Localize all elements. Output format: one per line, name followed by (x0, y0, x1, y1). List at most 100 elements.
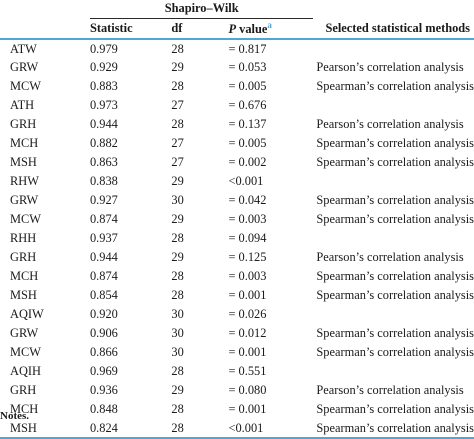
header-df: df (171, 18, 229, 40)
row-df: 29 (171, 250, 184, 264)
row-method: Spearman’s correlation analysis (316, 326, 474, 340)
table-row: MCW 0.866 30 = 0.001 Spearman’s correlation … (0, 343, 474, 362)
table-row: GRH 0.944 28 = 0.137 Pearson’s correlation a… (0, 115, 474, 134)
row-method: Spearman’s correlation analysis (316, 136, 474, 150)
row-method: Spearman’s correlation analysis (316, 193, 474, 207)
row-label: AQIW (10, 307, 44, 321)
table-row: MSH 0.854 28 = 0.001 Spearman’s correlation … (0, 286, 474, 305)
table-row: MCH 0.882 27 = 0.005 Spearman’s correlation … (0, 134, 474, 153)
row-p-value: = 0.001 (228, 288, 267, 302)
row-method: Spearman’s correlation analysis (316, 288, 474, 302)
row-statistic: 0.973 (89, 98, 118, 112)
table-body: ATW 0.979 28 = 0.817 GRW 0.929 29 = 0.053 Pearso… (0, 39, 474, 439)
row-df: 29 (171, 212, 184, 226)
row-label: MCH (10, 402, 39, 416)
table-row: AQIW 0.920 30 = 0.026 (0, 305, 474, 324)
row-method: Spearman’s correlation analysis (313, 419, 474, 439)
row-df: 28 (171, 117, 184, 131)
table-row: MSH 0.863 27 = 0.002 Spearman’s correlation … (0, 153, 474, 172)
row-label: GRW (10, 326, 39, 340)
row-df: 28 (171, 231, 184, 245)
row-p-value: = 0.005 (228, 136, 267, 150)
row-p-value: = 0.551 (228, 364, 267, 378)
row-statistic: 0.863 (89, 155, 118, 169)
row-df: 27 (171, 155, 184, 169)
row-label: MCW (10, 212, 41, 226)
row-label: MCH (10, 136, 39, 150)
row-df: 29 (171, 60, 184, 74)
row-statistic: 0.848 (89, 402, 118, 416)
row-statistic: 0.906 (89, 326, 118, 340)
table-row: MCH 0.848 28 = 0.001 Spearman’s correlation … (0, 400, 474, 419)
row-df: 27 (171, 136, 184, 150)
table-row: GRW 0.927 30 = 0.042 Spearman’s correlation … (0, 191, 474, 210)
row-df: 28 (171, 41, 184, 56)
table-row: GRW 0.906 30 = 0.012 Spearman’s correlation … (0, 324, 474, 343)
table-row: MSH 0.824 28 <0.001 Spearman’s correlation a… (0, 419, 474, 439)
table-row: ATH 0.973 27 = 0.676 (0, 96, 474, 115)
row-df: 28 (171, 364, 184, 378)
table-row: RHH 0.937 28 = 0.094 (0, 229, 474, 248)
header-p-rest: value (236, 21, 268, 36)
row-method (313, 229, 474, 248)
table-row: MCW 0.874 29 = 0.003 Spearman’s correlation … (0, 210, 474, 229)
row-statistic: 0.838 (89, 174, 118, 188)
row-p-value: = 0.003 (228, 269, 267, 283)
row-method: Spearman’s correlation analysis (316, 402, 474, 416)
row-statistic: 0.874 (89, 269, 118, 283)
table-row: MCH 0.874 28 = 0.003 Spearman’s correlation … (0, 267, 474, 286)
row-method: Spearman’s correlation analysis (316, 212, 474, 226)
row-p-value: <0.001 (228, 419, 314, 439)
row-p-value: = 0.003 (228, 212, 267, 226)
row-label: MCH (10, 269, 39, 283)
row-method (313, 39, 474, 58)
row-label: GRW (10, 60, 39, 74)
row-label: MCW (10, 79, 41, 93)
header-label-blank (0, 18, 90, 40)
row-label: RHW (10, 174, 39, 188)
row-method: Pearson’s correlation analysis (316, 60, 464, 74)
row-method: Pearson’s correlation analysis (316, 383, 464, 397)
row-statistic: 0.936 (89, 383, 118, 397)
row-df: 27 (171, 98, 184, 112)
row-statistic: 0.920 (89, 307, 118, 321)
row-p-value: = 0.001 (228, 345, 267, 359)
column-header-row: Statistic df P valuea Selected statistic… (0, 18, 474, 40)
shapiro-wilk-header: Shapiro–Wilk (89, 0, 314, 19)
table-row: ATW 0.979 28 = 0.817 (0, 39, 474, 58)
table-row: GRH 0.944 29 = 0.125 Pearson’s correlation a… (0, 248, 474, 267)
row-statistic: 0.929 (89, 60, 118, 74)
row-label: MSH (10, 288, 37, 302)
row-label: AQIH (10, 364, 41, 378)
row-p-value: = 0.005 (228, 79, 267, 93)
table-row: RHW 0.838 29 <0.001 (0, 172, 474, 191)
row-p-value: = 0.026 (228, 307, 267, 321)
row-df: 28 (171, 79, 184, 93)
row-method (313, 96, 474, 115)
header-statistic: Statistic (89, 18, 172, 40)
header-p-value: P valuea (228, 18, 314, 40)
row-method: Spearman’s correlation analysis (316, 345, 474, 359)
row-method: Pearson’s correlation analysis (316, 250, 464, 264)
row-p-value: = 0.080 (228, 383, 267, 397)
row-statistic: 0.937 (89, 231, 118, 245)
row-df: 29 (171, 383, 184, 397)
footnote-marker[interactable]: a (267, 19, 272, 30)
row-label: ATH (10, 98, 35, 112)
row-label: GRH (10, 250, 37, 264)
row-statistic: 0.883 (89, 79, 118, 93)
row-df: 28 (171, 288, 184, 302)
row-p-value: = 0.042 (228, 193, 267, 207)
row-p-value: <0.001 (228, 174, 264, 188)
notes-label: Notes. (0, 410, 30, 422)
row-statistic: 0.866 (89, 345, 118, 359)
row-p-value: = 0.817 (228, 41, 267, 56)
header-method: Selected statistical methods (313, 18, 474, 40)
row-statistic: 0.824 (89, 419, 172, 439)
row-method (313, 362, 474, 381)
row-label: RHH (10, 231, 37, 245)
row-df: 28 (171, 419, 229, 439)
row-statistic: 0.969 (89, 364, 118, 378)
